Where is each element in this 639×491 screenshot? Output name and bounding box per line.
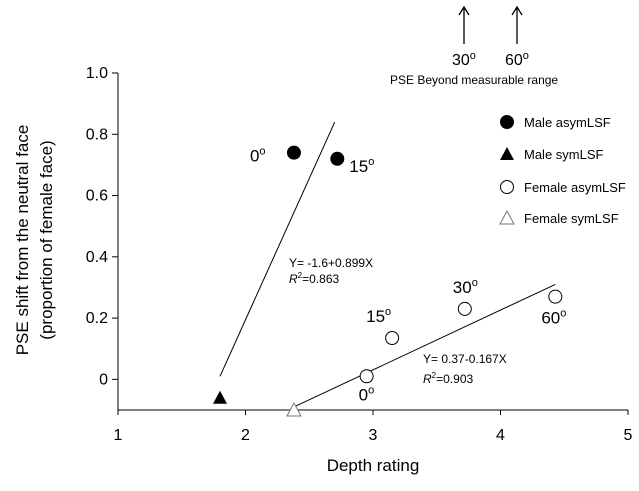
legend-label: Male asymLSF (524, 115, 611, 130)
point-label: 15o (349, 156, 374, 176)
legend-item-female-asym: Female asymLSF (500, 180, 626, 195)
fit-line-female (293, 283, 556, 408)
beyond-range-note: PSE Beyond measurable range (390, 73, 558, 87)
legend-marker (499, 209, 515, 225)
point-labels: 0o 15o 0o 15o 30o 60o (250, 146, 566, 405)
legend-marker (500, 115, 514, 129)
data-points (213, 145, 563, 417)
point-male-sym (213, 390, 227, 404)
y-axis-title-line1: PSE shift from the neutral face (13, 125, 32, 356)
fit-annotation-female: Y= 0.37-0.167X R2=0.903 (423, 352, 507, 386)
legend-item-male-sym: Male symLSF (500, 147, 604, 162)
fit-r2-female: R2=0.903 (423, 371, 473, 386)
x-tick-label: 3 (369, 427, 378, 444)
legend: Male asymLSF Male symLSF Female asymLSF Fem… (499, 115, 626, 226)
legend-item-male-asym: Male asymLSF (500, 115, 611, 130)
point-male-asym (286, 145, 301, 160)
axes: 0 0.2 0.4 0.6 0.8 1.0 1 2 3 4 5 (86, 65, 633, 444)
point-label: 0o (250, 146, 266, 166)
fit-annotation-male: Y= -1.6+0.899X R2=0.863 (289, 256, 373, 286)
legend-label: Female asymLSF (524, 180, 626, 195)
point-label: 0o (359, 384, 375, 404)
x-tick-label: 5 (624, 427, 633, 444)
beyond-arrow-60 (511, 5, 523, 44)
fit-r2-male: R2=0.863 (289, 271, 339, 286)
beyond-label-60: 60o (505, 50, 529, 69)
fit-line-male (219, 121, 336, 377)
point-female-sym (286, 401, 302, 417)
x-tick-label: 2 (241, 427, 250, 444)
point-label: 15o (366, 306, 391, 326)
x-tick-label: 1 (114, 427, 123, 444)
legend-item-female-sym: Female symLSF (499, 209, 619, 226)
fit-lines (219, 121, 556, 408)
beyond-range-annotation: 30o 60o PSE Beyond measurable range (390, 5, 558, 87)
y-tick-label: 0.6 (86, 188, 108, 205)
y-tick-label: 0.2 (86, 310, 108, 327)
legend-marker (500, 180, 514, 194)
point-female-asym (359, 369, 374, 384)
y-axis-title-line2: (proportion of female face) (37, 140, 56, 339)
y-tick-label: 1.0 (86, 65, 108, 82)
x-ticks: 1 2 3 4 5 (114, 410, 633, 444)
legend-label: Female symLSF (524, 211, 619, 226)
beyond-label-30: 30o (452, 50, 476, 69)
y-ticks: 0 0.2 0.4 0.6 0.8 1.0 (86, 65, 118, 388)
y-tick-label: 0.8 (86, 126, 108, 143)
y-tick-label: 0 (99, 371, 108, 388)
beyond-arrow-30 (458, 5, 470, 44)
legend-marker (500, 147, 514, 160)
point-male-asym (330, 151, 345, 166)
point-female-asym (548, 289, 563, 304)
point-label: 30o (453, 277, 478, 297)
y-tick-label: 0.4 (86, 249, 108, 266)
x-tick-label: 4 (496, 427, 505, 444)
fit-equation-male: Y= -1.6+0.899X (289, 256, 373, 270)
legend-label: Male symLSF (524, 147, 604, 162)
point-female-asym (457, 301, 472, 316)
fit-equation-female: Y= 0.37-0.167X (423, 352, 507, 366)
point-female-asym (385, 331, 400, 346)
x-axis-title: Depth rating (327, 456, 420, 475)
point-label: 60o (541, 308, 566, 328)
